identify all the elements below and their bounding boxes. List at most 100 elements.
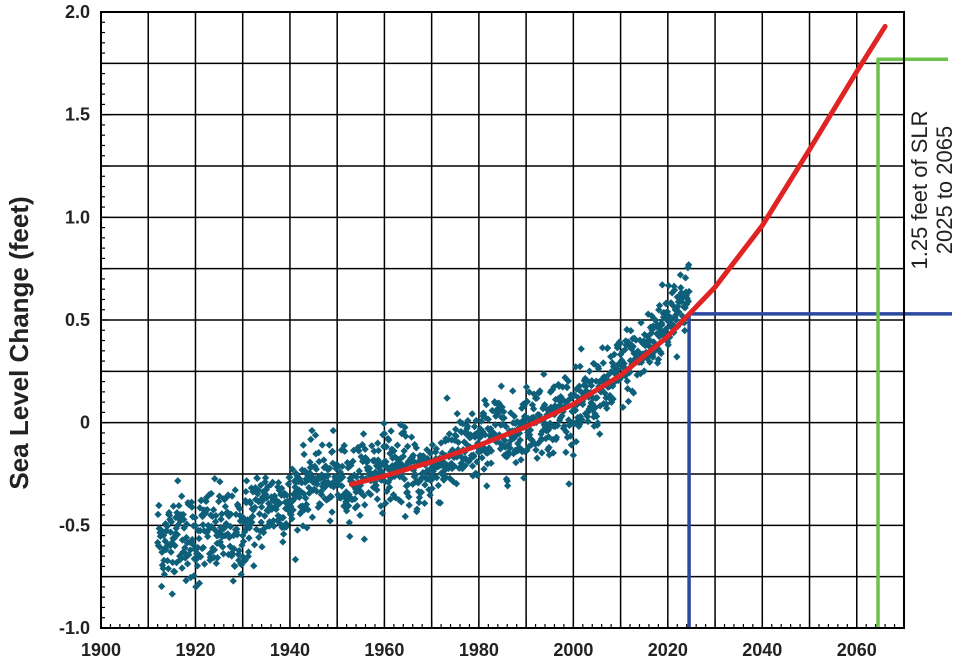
scatter-point — [195, 579, 204, 587]
scatter-point — [536, 387, 544, 395]
scatter-point — [400, 475, 409, 483]
y-tick-label: 0.5 — [65, 310, 90, 330]
scatter-point — [212, 559, 221, 567]
scatter-point — [664, 341, 672, 349]
x-tick-label: 1960 — [364, 640, 404, 660]
scatter-point — [316, 500, 325, 509]
scatter-point — [372, 481, 380, 489]
scatter-point — [257, 503, 266, 511]
scatter-point — [242, 477, 251, 485]
scatter-point — [328, 508, 336, 516]
scatter-point — [170, 567, 179, 576]
scatter-point — [237, 561, 246, 569]
scatter-point — [445, 430, 454, 438]
scatter-point — [666, 313, 675, 322]
scatter-point — [193, 562, 202, 570]
scatter-point — [324, 472, 332, 480]
scatter-point — [421, 481, 429, 489]
scatter-point — [609, 395, 617, 403]
scatter-point — [390, 447, 398, 455]
scatter-point — [203, 505, 211, 514]
scatter-point — [277, 484, 286, 492]
scatter-point — [640, 367, 648, 375]
scatter-point — [228, 492, 236, 500]
scatter-point — [229, 577, 237, 585]
scatter-point — [353, 502, 361, 510]
scatter-point — [428, 441, 437, 449]
scatter-point — [681, 326, 689, 335]
scatter-point — [405, 501, 413, 509]
scatter-point — [274, 478, 283, 487]
x-axis-ticks: 1900 1920 1940 1960 1980 2000 2020 2040 2060 — [81, 620, 905, 660]
scatter-point — [360, 492, 368, 500]
scatter-point — [482, 400, 491, 409]
scatter-point — [454, 438, 463, 447]
scatter-point — [473, 471, 481, 480]
scatter-point — [473, 458, 481, 466]
scatter-point — [627, 327, 635, 335]
scatter-point — [269, 517, 278, 525]
scatter-point — [255, 533, 263, 542]
scatter-point — [464, 416, 472, 425]
scatter-point — [179, 515, 188, 524]
scatter-point — [579, 400, 587, 409]
scatter-point — [593, 394, 601, 402]
scatter-point — [231, 562, 239, 570]
scatter-point — [463, 422, 472, 430]
scatter-point — [250, 562, 258, 570]
scatter-point — [200, 560, 209, 568]
scatter-point — [401, 423, 409, 431]
scatter-point — [405, 493, 413, 501]
scatter-point — [329, 426, 337, 435]
scatter-point — [413, 505, 421, 513]
x-tick-label: 1900 — [81, 640, 121, 660]
scatter-point — [572, 363, 580, 371]
scatter-point — [610, 350, 618, 359]
scatter-point — [336, 468, 345, 476]
scatter-point — [417, 488, 426, 496]
scatter-point — [163, 522, 171, 531]
scatter-point — [503, 477, 511, 485]
scatter-point — [190, 572, 198, 580]
scatter-point — [219, 550, 228, 558]
scatter-point — [562, 448, 570, 456]
scatter-point — [532, 446, 540, 454]
scatter-point — [614, 365, 622, 374]
scatter-point — [575, 382, 583, 390]
scatter-point — [415, 498, 423, 507]
scatter-point — [522, 383, 531, 391]
scatter-point — [291, 555, 300, 564]
scatter-point — [576, 362, 584, 371]
scatter-point — [516, 436, 524, 444]
scatter-point — [552, 433, 561, 442]
scatter-point — [564, 377, 572, 385]
scatter-point — [411, 471, 420, 479]
scatter-point — [340, 441, 348, 450]
scatter-point — [655, 301, 664, 310]
scatter-point — [363, 456, 372, 464]
scatter-point — [491, 421, 500, 429]
scatter-point — [251, 503, 259, 512]
scatter-point — [545, 443, 553, 452]
scatter-point — [175, 502, 183, 510]
scatter-point — [235, 505, 244, 513]
scatter-point — [359, 430, 368, 438]
scatter-point — [361, 501, 369, 509]
scatter-point — [210, 546, 219, 554]
scatter-point — [637, 319, 645, 327]
scatter-point — [250, 541, 259, 549]
scatter-point — [191, 522, 200, 530]
scatter-point — [261, 512, 269, 520]
scatter-point — [487, 447, 496, 455]
scatter-point — [685, 261, 693, 269]
scatter-point — [346, 532, 354, 541]
chart-grid — [101, 12, 904, 628]
scatter-point — [397, 498, 406, 506]
scatter-point — [585, 367, 594, 375]
scatter-point — [540, 401, 549, 409]
scatter-point — [681, 274, 690, 282]
scatter-point — [196, 552, 205, 561]
scatter-point — [244, 548, 253, 556]
scatter-series — [154, 261, 693, 598]
scatter-point — [276, 499, 284, 508]
